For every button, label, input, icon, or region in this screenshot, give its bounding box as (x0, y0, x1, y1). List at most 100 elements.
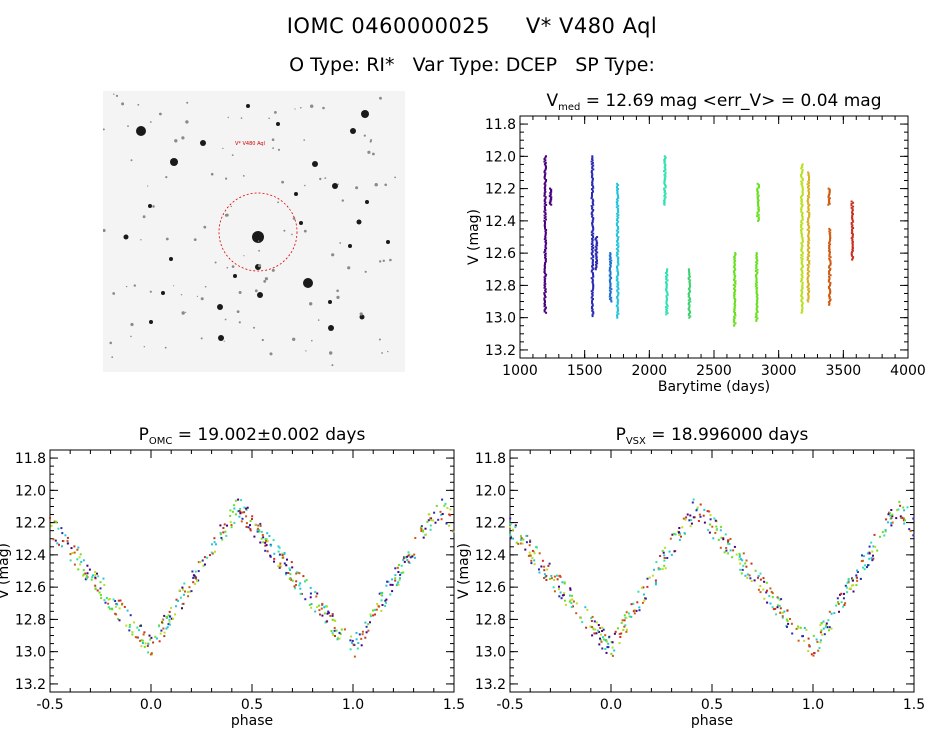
phase-point (117, 617, 120, 620)
phase-point (651, 574, 654, 577)
phase-point (607, 642, 610, 645)
data-point (544, 226, 546, 229)
data-point (591, 265, 593, 268)
phase-point (807, 637, 810, 640)
phase-point (835, 604, 838, 607)
phase-point (295, 580, 298, 583)
data-point (616, 315, 619, 318)
phase-point (682, 517, 685, 520)
data-point (806, 198, 809, 201)
data-point (801, 214, 803, 217)
data-point (544, 180, 547, 183)
phase-point (570, 602, 573, 605)
finder-faint-star (367, 150, 371, 154)
data-point (591, 156, 594, 159)
data-point (807, 244, 809, 247)
data-point (734, 259, 737, 262)
phase-point (868, 545, 871, 548)
data-point (807, 297, 810, 300)
phase-point (899, 515, 902, 518)
phase-point (860, 560, 863, 563)
x-tick-label: -0.5 (496, 697, 523, 713)
finder-star (328, 325, 334, 331)
data-point (800, 202, 803, 205)
phase-point (635, 609, 638, 612)
y-tick-label: 11.8 (475, 451, 506, 467)
phase-point (887, 521, 889, 524)
phase-point (118, 607, 121, 610)
phase-point (254, 523, 257, 526)
data-point (543, 205, 546, 208)
phase-point (673, 533, 676, 535)
phase-point (558, 588, 560, 591)
phase-point (671, 533, 674, 536)
phase-point (598, 643, 601, 646)
phase-point (819, 639, 822, 642)
data-point (851, 254, 853, 257)
phase-point (444, 502, 447, 505)
data-point (801, 282, 804, 285)
data-point (755, 266, 758, 269)
finder-faint-star (303, 229, 307, 233)
data-point (665, 281, 667, 284)
phase-point (233, 521, 236, 524)
data-point (591, 308, 594, 311)
phase-point (711, 525, 714, 528)
phase-point (625, 630, 628, 633)
phase-point (170, 606, 173, 609)
phase-point (407, 560, 410, 563)
data-point (617, 204, 620, 207)
finder-star (161, 291, 165, 295)
phase-point (843, 592, 845, 595)
data-point (663, 160, 666, 163)
data-point (666, 291, 669, 294)
phase-point (552, 586, 555, 589)
phase-point (175, 598, 178, 601)
data-point (828, 242, 831, 245)
finder-faint-star (311, 339, 313, 342)
plot-frame (49, 449, 455, 693)
data-point (544, 188, 547, 191)
data-point (664, 171, 667, 174)
phase-point (380, 591, 383, 594)
phase-point (76, 558, 79, 561)
phase-point (302, 575, 305, 578)
data-point (734, 282, 737, 285)
data-point (807, 257, 810, 260)
phase-point (169, 615, 172, 618)
data-point (851, 248, 854, 251)
phase-point (862, 555, 865, 558)
data-point (543, 160, 546, 163)
data-point (617, 195, 620, 198)
finder-faint-star (130, 322, 134, 327)
data-point (591, 198, 594, 201)
data-point (591, 250, 594, 253)
finder-star (218, 335, 224, 341)
phase-point (689, 525, 692, 528)
data-point (807, 235, 809, 238)
data-point (543, 217, 546, 220)
phase-point (85, 575, 88, 577)
data-point (543, 305, 546, 308)
data-point (616, 260, 619, 263)
phase-point (808, 645, 811, 648)
data-point (800, 277, 803, 280)
phase-point (163, 631, 166, 634)
phase-point (864, 564, 867, 567)
finder-star (257, 292, 263, 298)
phase-point (414, 537, 417, 539)
phase-point (251, 518, 253, 520)
data-point (592, 287, 595, 290)
phase-point (191, 570, 194, 573)
data-point (544, 184, 547, 187)
data-point (617, 236, 620, 239)
finder-faint-star (238, 321, 241, 324)
phase-point (706, 510, 709, 513)
data-point (616, 251, 618, 254)
data-point (801, 269, 804, 272)
data-point (544, 257, 547, 260)
phase-point (402, 571, 405, 574)
data-point (755, 313, 758, 316)
data-point (591, 230, 594, 232)
data-point (801, 288, 804, 291)
